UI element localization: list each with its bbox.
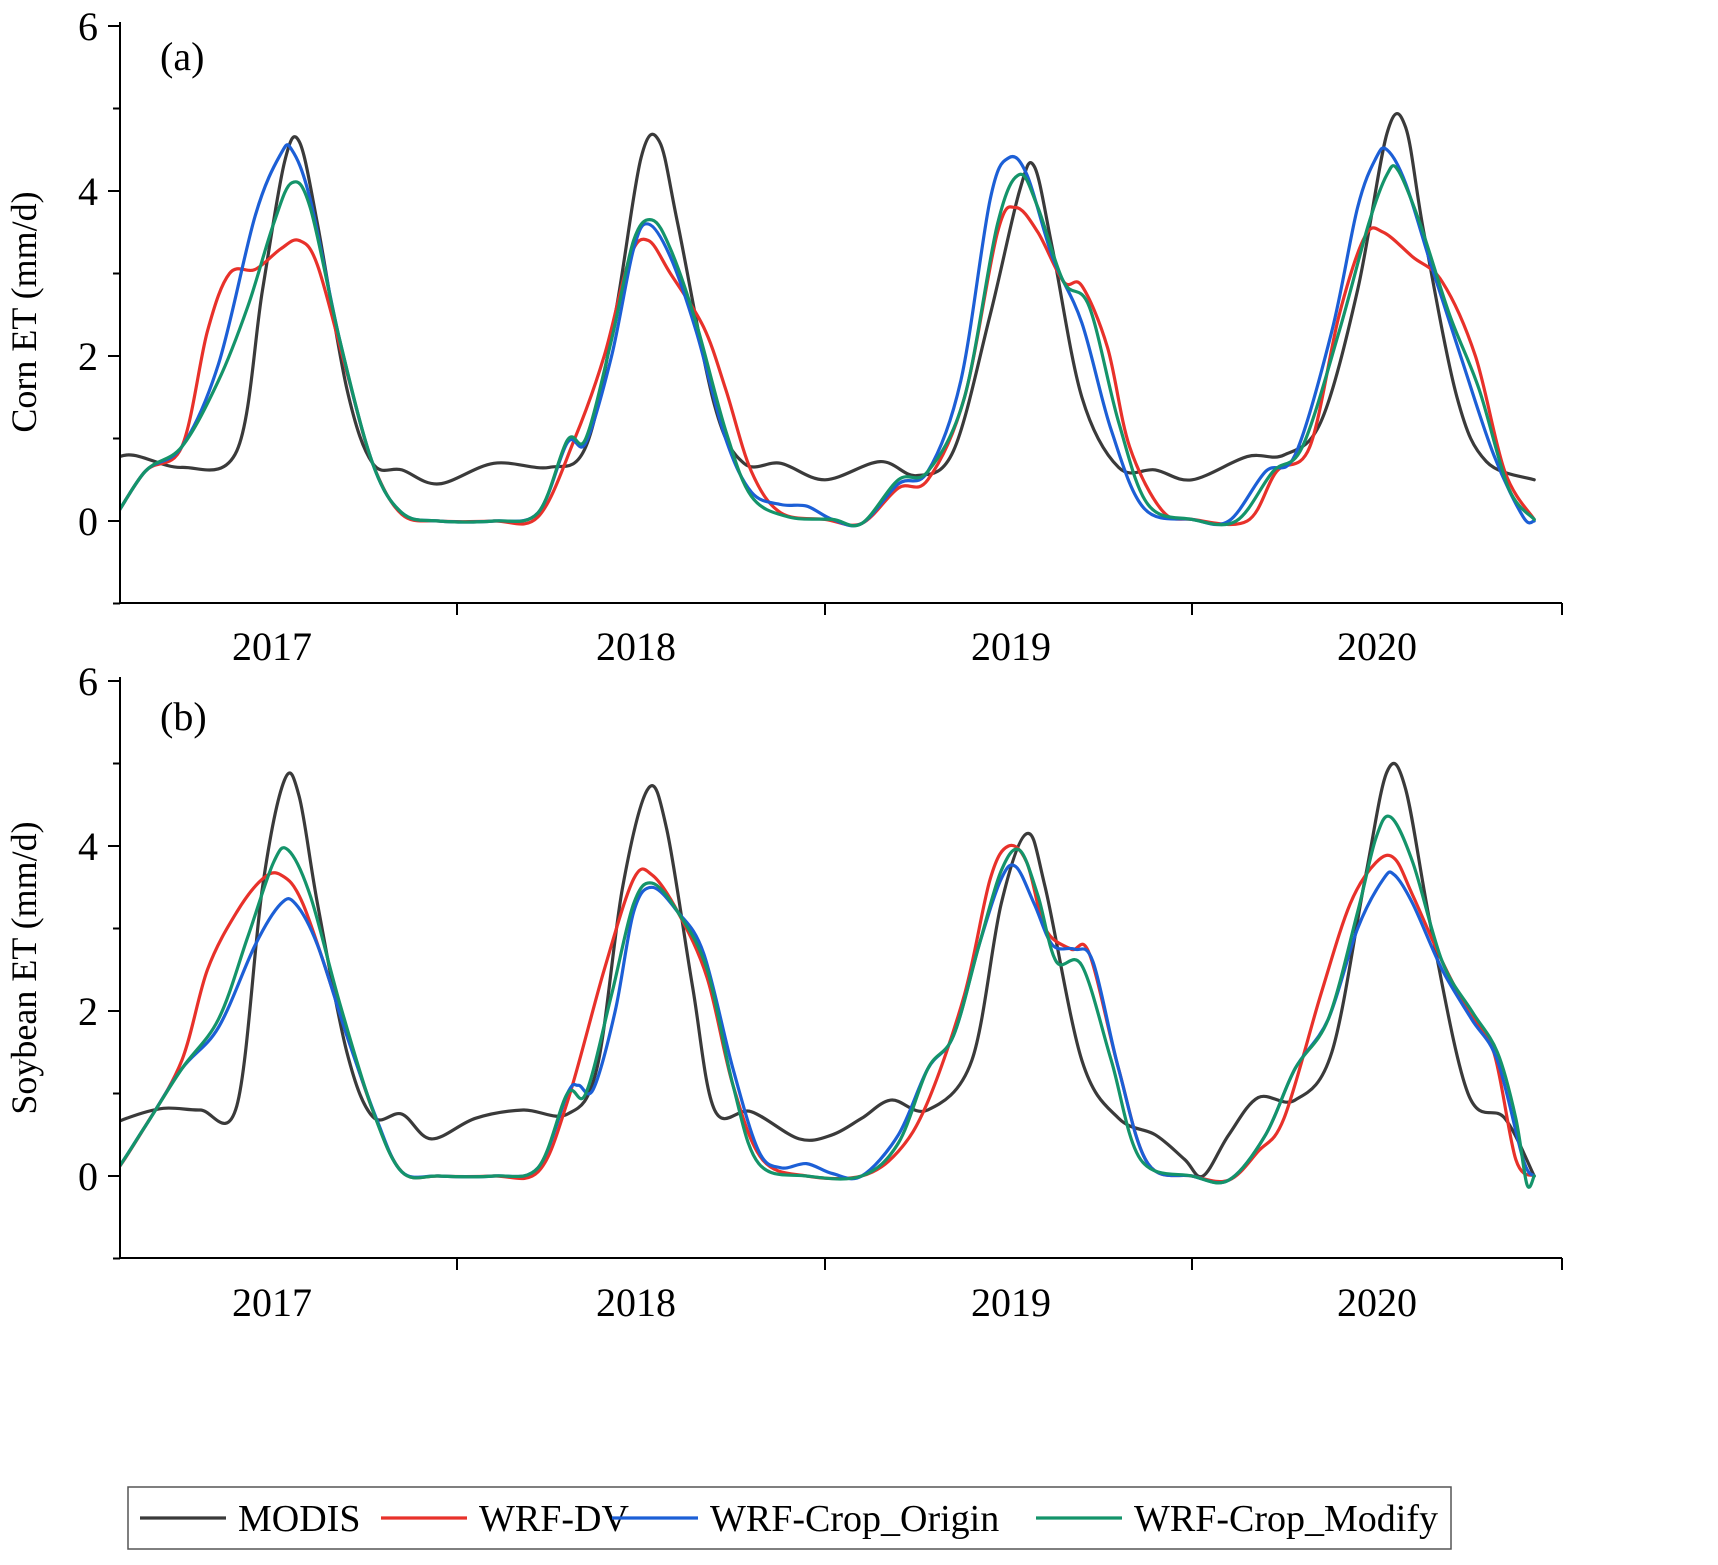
x-tick-label: 2018 (596, 1280, 676, 1325)
y-tick-label: 4 (78, 169, 98, 214)
legend-label: WRF-DV (479, 1498, 629, 1540)
y-tick-label: 6 (78, 4, 98, 49)
series-line-wrf-dv (120, 205, 1536, 527)
legend-box (127, 1486, 1452, 1550)
x-tick-label: 2020 (1337, 1280, 1417, 1325)
x-tick-label: 2018 (596, 624, 676, 669)
panel-a: 0 2 4 6 2017 2018 2019 2020 (a) Corn ET (mm/d) (4, 4, 1563, 669)
panel-b-label: (b) (160, 694, 207, 739)
x-tick-label: 2017 (232, 1280, 312, 1325)
legend-label: WRF-Crop_Origin (710, 1498, 999, 1540)
x-tick-label: 2017 (232, 624, 312, 669)
y-tick-label: 2 (78, 334, 98, 379)
panel-a-axes: 0 2 4 6 2017 2018 2019 2020 (78, 4, 1563, 669)
y-tick-label: 0 (78, 1154, 98, 1199)
panel-a-y-axis-title: Corn ET (mm/d) (4, 191, 44, 432)
panel-a-lines (120, 111, 1536, 528)
panel-a-label: (a) (160, 34, 204, 79)
x-tick-label: 2020 (1337, 624, 1417, 669)
legend: MODIS WRF-DV WRF-Crop_Origin WRF-Crop_Modif… (127, 1486, 1452, 1550)
legend-label: MODIS (238, 1498, 360, 1540)
series-line-wrf-dv (120, 843, 1536, 1184)
panel-b: 0 2 4 6 2017 2018 2019 2020 (b) Soybean ET (mm/… (4, 659, 1563, 1325)
y-tick-label: 0 (78, 499, 98, 544)
y-tick-label: 6 (78, 659, 98, 704)
series-line-wrf-crop-modify (120, 164, 1536, 528)
series-line-modis (120, 111, 1536, 486)
y-tick-label: 4 (78, 824, 98, 869)
panel-b-axes: 0 2 4 6 2017 2018 2019 2020 (78, 659, 1563, 1325)
x-tick-label: 2019 (971, 624, 1051, 669)
series-line-modis (120, 761, 1536, 1179)
panel-b-y-axis-title: Soybean ET (mm/d) (4, 821, 44, 1114)
panel-b-lines (120, 761, 1536, 1189)
series-line-wrf-crop-modify (120, 814, 1536, 1189)
x-tick-label: 2019 (971, 1280, 1051, 1325)
legend-label: WRF-Crop_Modify (1134, 1498, 1438, 1540)
series-line-wrf-crop-origin (120, 143, 1536, 528)
y-tick-label: 2 (78, 989, 98, 1034)
